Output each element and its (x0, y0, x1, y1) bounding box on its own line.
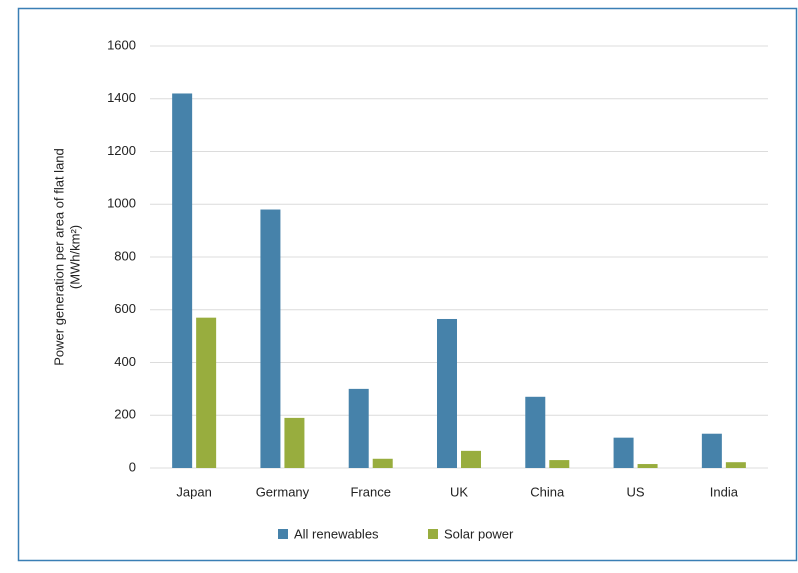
bar (701, 433, 722, 468)
x-tick-label: US (627, 484, 645, 499)
y-tick-label: 800 (114, 248, 136, 263)
bar (172, 93, 193, 468)
y-tick-label: 0 (129, 459, 136, 474)
bar (348, 388, 369, 468)
y-tick-label: 1200 (107, 143, 136, 158)
x-tick-label: UK (450, 484, 468, 499)
y-tick-label: 200 (114, 407, 136, 422)
x-tick-label: Germany (256, 484, 310, 499)
bar (372, 458, 393, 468)
bar (284, 417, 305, 468)
y-tick-label: 1400 (107, 90, 136, 105)
y-tick-label: 400 (114, 354, 136, 369)
legend-swatch (278, 529, 288, 539)
y-axis-label: Power generation per area of flat land (M… (51, 148, 82, 366)
bar (461, 450, 481, 468)
legend-label: All renewables (294, 526, 379, 541)
legend-swatch (428, 529, 438, 539)
bar (725, 462, 746, 468)
bar (525, 396, 546, 468)
x-tick-label: France (350, 484, 390, 499)
x-tick-label: Japan (176, 484, 211, 499)
x-tick-label: China (530, 484, 565, 499)
bar (437, 318, 457, 468)
y-axis-label-line: Power generation per area of flat land (51, 148, 66, 366)
y-axis-label-line: (MWh/km²) (67, 225, 82, 289)
y-tick-label: 1600 (107, 37, 136, 52)
bar (196, 317, 217, 468)
bar (549, 460, 570, 468)
bar (260, 209, 281, 468)
frame (17, 7, 798, 562)
y-tick-label: 600 (114, 301, 136, 316)
x-tick-label: India (710, 484, 739, 499)
y-tick-label: 1000 (107, 196, 136, 211)
bar (637, 464, 658, 468)
bar (613, 437, 634, 468)
legend-label: Solar power (444, 526, 514, 541)
